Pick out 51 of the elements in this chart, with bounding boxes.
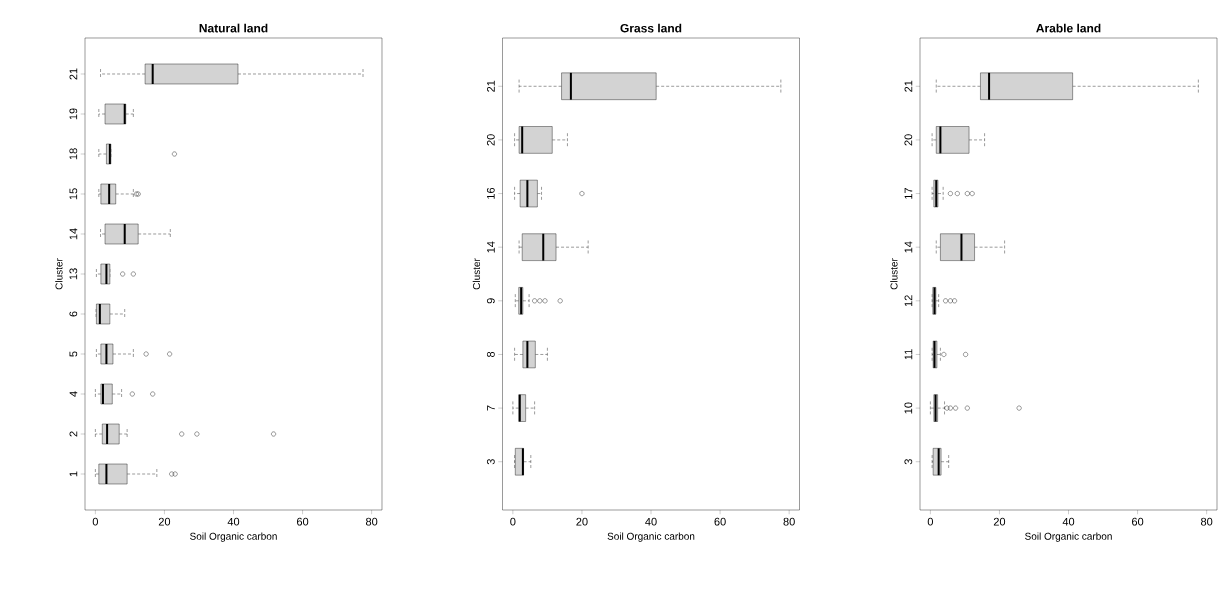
x-tick-label: 0	[927, 517, 933, 526]
chart-title: Natural land	[199, 23, 268, 33]
y-tick-label: 14	[69, 228, 78, 240]
y-tick-label: 21	[904, 80, 913, 92]
x-tick-label: 0	[510, 517, 516, 526]
x-axis-title: Soil Organic carbon	[607, 532, 695, 542]
y-tick-label: 7	[487, 405, 495, 411]
chart-title: Arable land	[1036, 23, 1101, 33]
x-tick-label: 20	[993, 517, 1006, 526]
x-axis-title: Soil Organic carbon	[190, 532, 277, 542]
y-tick-label: 2	[69, 431, 78, 437]
y-tick-label: 16	[486, 187, 495, 199]
y-tick-label: 3	[486, 459, 495, 465]
y-tick-label: 20	[486, 134, 495, 146]
x-tick-label: 0	[92, 517, 98, 526]
y-tick-label: 1	[69, 471, 78, 477]
x-tick-label: 60	[1132, 517, 1144, 526]
x-tick-label: 60	[714, 517, 726, 526]
y-tick-label: 13	[69, 268, 78, 280]
y-tick-label: 12	[904, 295, 913, 307]
x-tick-label: 40	[645, 517, 657, 526]
chart-title: Grass land	[620, 23, 682, 33]
y-tick-label: 3	[904, 459, 913, 465]
x-tick-label: 40	[1062, 517, 1075, 526]
y-axis-title: Cluster	[890, 258, 898, 290]
y-tick-label: 11	[904, 349, 913, 360]
y-tick-label: 19	[69, 108, 78, 120]
x-axis-title: Soil Organic carbon	[1025, 532, 1112, 542]
y-tick-label: 20	[904, 134, 913, 146]
x-tick-label: 80	[783, 517, 795, 526]
y-tick-label: 6	[69, 311, 78, 317]
y-tick-label: 21	[69, 68, 78, 80]
y-axis-title: Cluster	[472, 258, 481, 290]
y-tick-label: 15	[69, 188, 78, 200]
y-tick-label: 4	[69, 391, 78, 397]
x-tick-label: 80	[1201, 517, 1213, 526]
x-tick-label: 20	[576, 517, 588, 526]
y-tick-label: 5	[69, 351, 78, 357]
x-tick-label: 40	[227, 517, 240, 526]
y-tick-label: 8	[486, 351, 495, 358]
y-tick-label: 14	[487, 241, 495, 253]
x-tick-label: 60	[297, 517, 309, 526]
y-tick-label: 9	[486, 298, 495, 304]
y-axis-title: Cluster	[55, 258, 63, 290]
y-tick-label: 17	[904, 187, 913, 199]
x-tick-label: 20	[158, 517, 171, 526]
y-tick-label: 21	[487, 80, 495, 92]
y-tick-label: 18	[69, 148, 78, 160]
y-tick-label: 14	[904, 241, 913, 253]
x-tick-label: 80	[365, 517, 378, 526]
y-tick-label: 10	[904, 402, 913, 414]
